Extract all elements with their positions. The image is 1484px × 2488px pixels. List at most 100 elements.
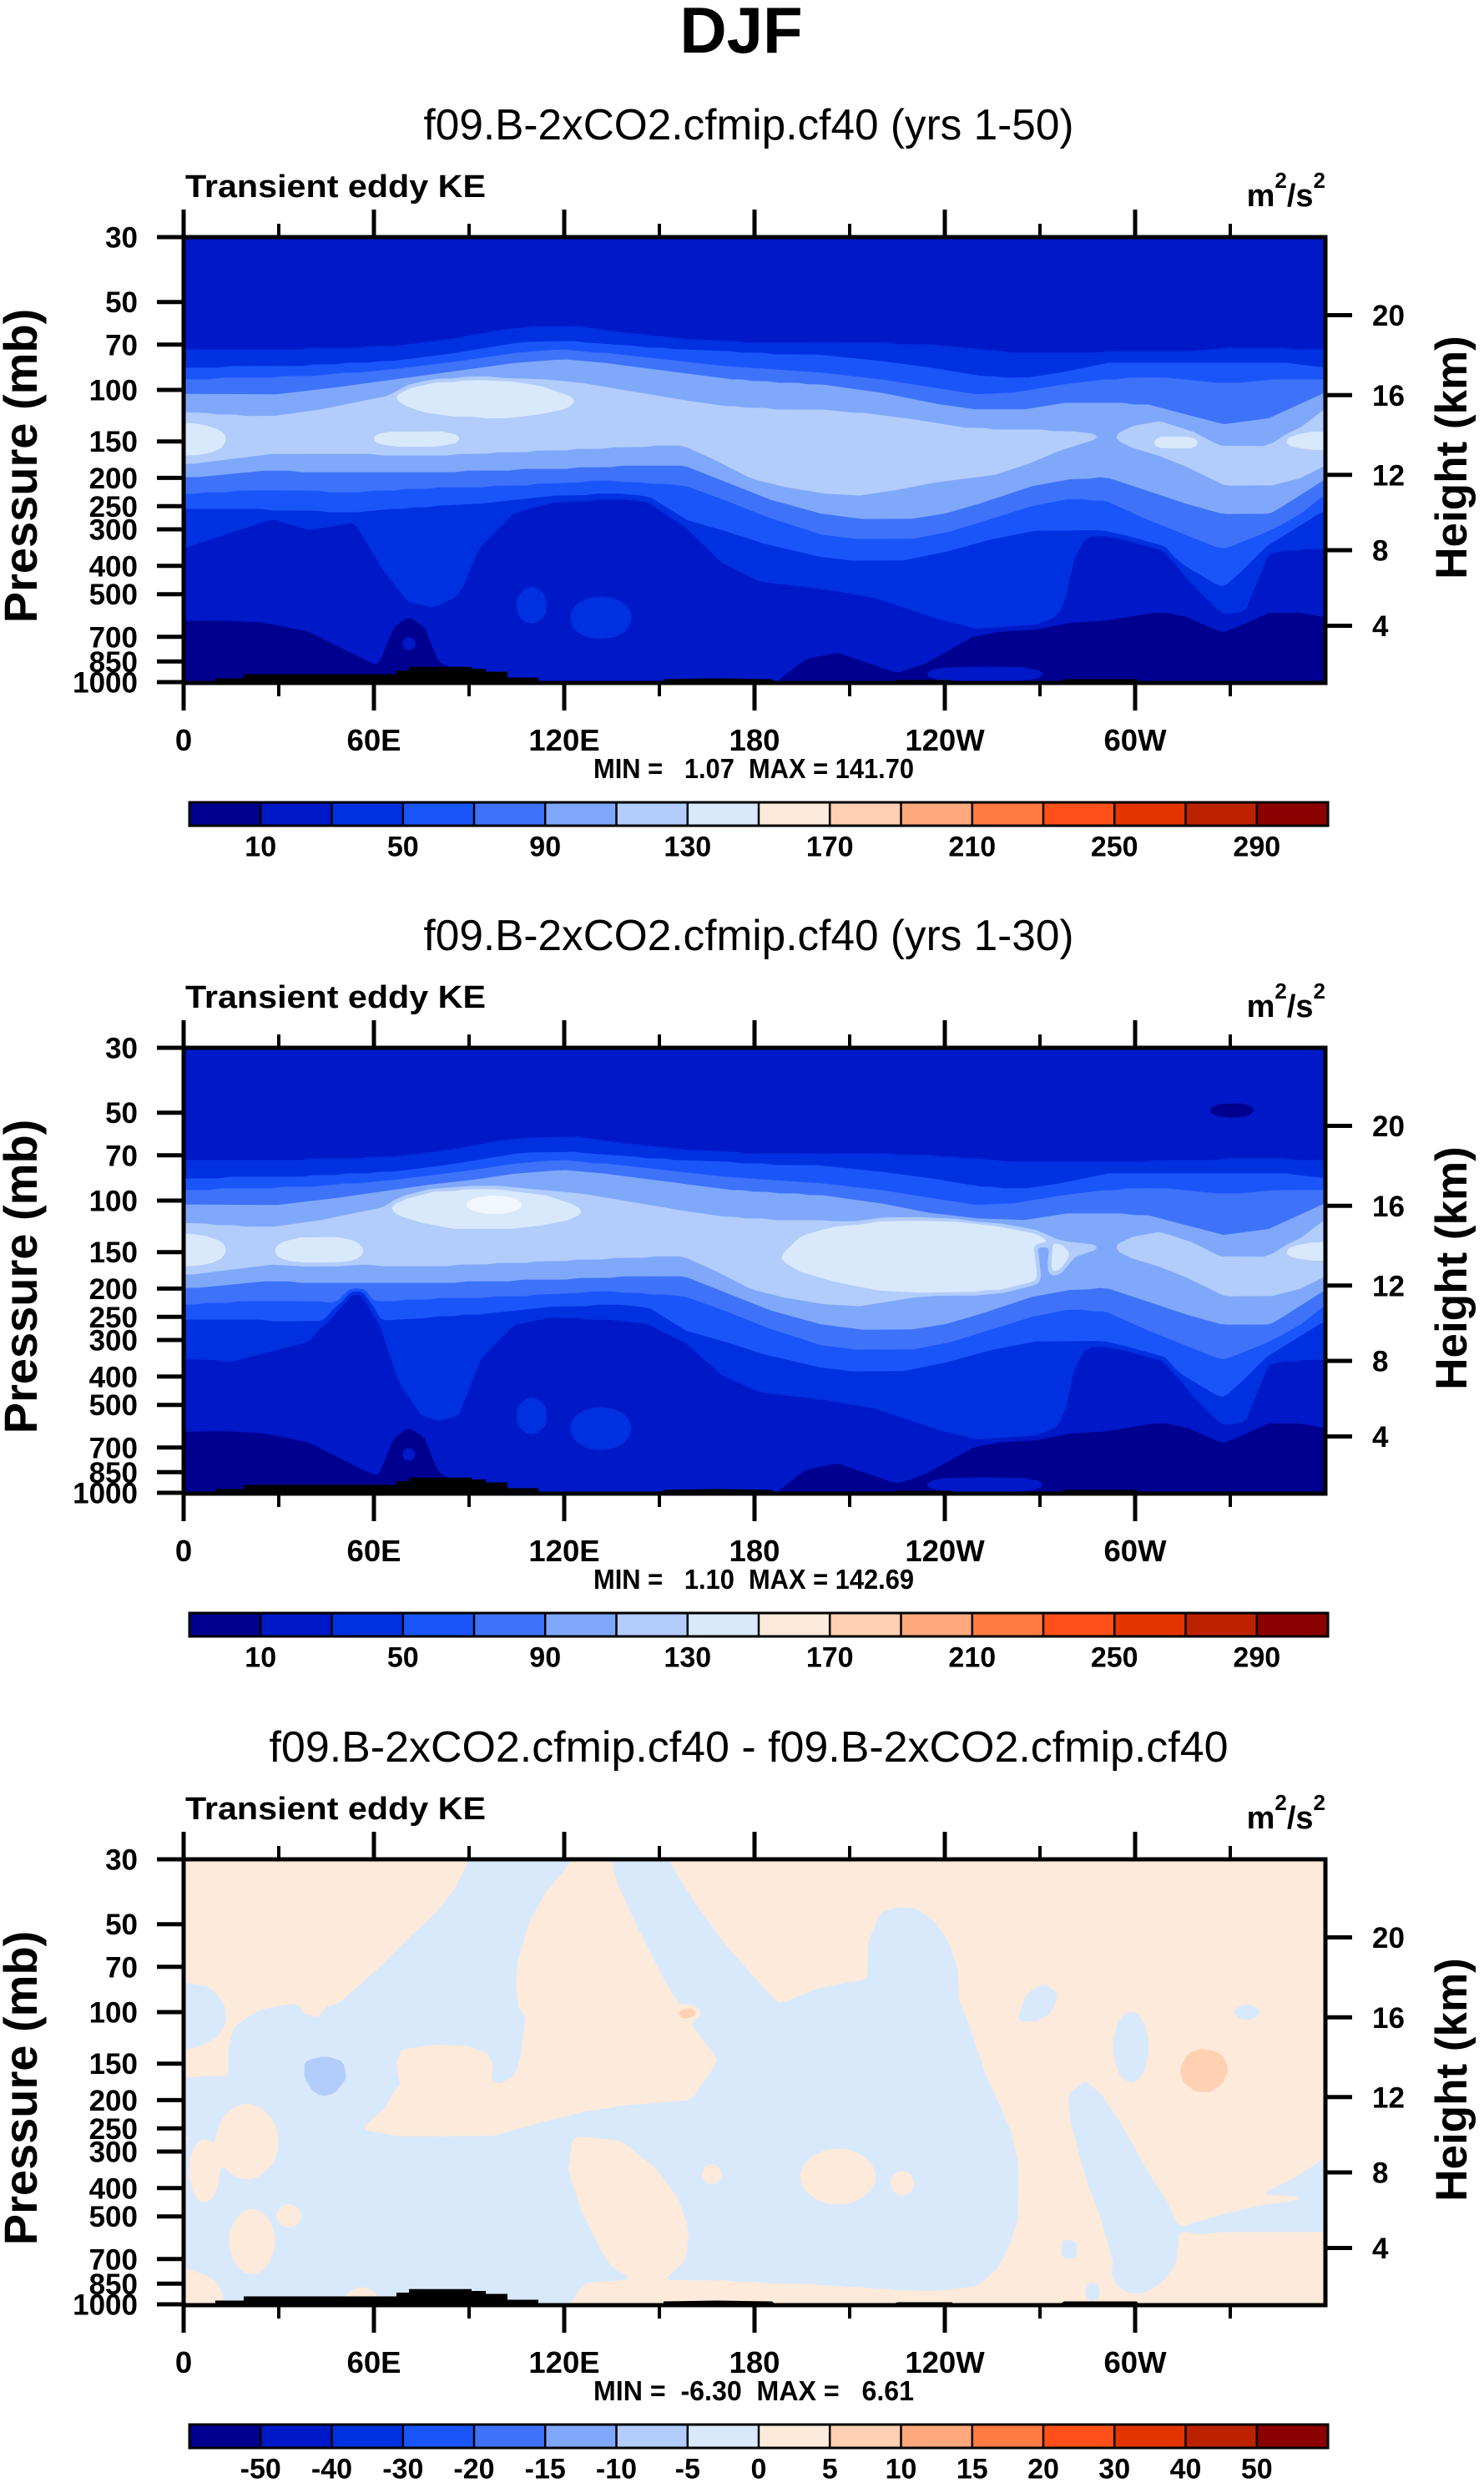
svg-text:130: 130: [664, 832, 711, 863]
svg-text:850: 850: [89, 2268, 138, 2301]
svg-text:8: 8: [1372, 535, 1388, 568]
svg-text:Pressure (mb): Pressure (mb): [0, 1120, 47, 1434]
svg-text:10: 10: [886, 2454, 917, 2485]
svg-text:Pressure (mb): Pressure (mb): [0, 1931, 47, 2246]
svg-text:0: 0: [175, 723, 192, 757]
svg-text:500: 500: [89, 579, 138, 611]
svg-text:500: 500: [89, 1389, 138, 1422]
svg-text:150: 150: [89, 2048, 138, 2081]
svg-text:250: 250: [1091, 1642, 1138, 1674]
svg-text:70: 70: [105, 1951, 138, 1984]
svg-text:850: 850: [89, 646, 138, 679]
svg-text:Transient eddy KE: Transient eddy KE: [185, 1792, 486, 1827]
svg-text:50: 50: [387, 832, 419, 863]
svg-text:90: 90: [529, 832, 561, 863]
svg-text:400: 400: [89, 550, 138, 583]
svg-text:10: 10: [245, 1642, 276, 1674]
svg-text:-20: -20: [453, 2454, 494, 2485]
svg-text:Transient eddy KE: Transient eddy KE: [185, 980, 486, 1015]
svg-text:Pressure (mb): Pressure (mb): [0, 309, 47, 624]
svg-text:700: 700: [89, 1432, 138, 1464]
svg-text:400: 400: [89, 1361, 138, 1393]
svg-text:16: 16: [1372, 1191, 1405, 1223]
svg-text:0: 0: [751, 2454, 767, 2485]
svg-text:60W: 60W: [1103, 2345, 1167, 2379]
svg-text:120E: 120E: [528, 723, 599, 757]
svg-text:4: 4: [1372, 1421, 1389, 1454]
svg-text:130: 130: [664, 1642, 711, 1674]
svg-text:700: 700: [89, 2243, 138, 2276]
svg-text:210: 210: [948, 1642, 996, 1674]
svg-text:8: 8: [1372, 1346, 1388, 1378]
svg-text:f09.B-2xCO2.cfmip.cf40 (yrs 1-: f09.B-2xCO2.cfmip.cf40 (yrs 1-50): [424, 101, 1074, 149]
svg-text:4: 4: [1372, 610, 1389, 643]
svg-text:10: 10: [245, 832, 276, 863]
svg-text:200: 200: [89, 1273, 138, 1306]
svg-text:180: 180: [729, 1534, 780, 1568]
svg-text:290: 290: [1233, 832, 1280, 863]
svg-text:700: 700: [89, 621, 138, 654]
svg-text:290: 290: [1233, 1642, 1280, 1674]
svg-text:15: 15: [957, 2454, 988, 2485]
svg-text:-40: -40: [311, 2454, 352, 2485]
svg-text:Height (km): Height (km): [1427, 1958, 1476, 2202]
svg-text:f09.B-2xCO2.cfmip.cf40 (yrs 1-: f09.B-2xCO2.cfmip.cf40 (yrs 1-30): [424, 912, 1074, 960]
svg-text:100: 100: [89, 375, 138, 407]
svg-text:8: 8: [1372, 2157, 1388, 2190]
svg-text:180: 180: [729, 723, 780, 757]
svg-text:-30: -30: [382, 2454, 423, 2485]
svg-text:1000: 1000: [73, 2289, 138, 2322]
svg-text:120E: 120E: [528, 1534, 599, 1568]
svg-text:60E: 60E: [347, 1534, 401, 1568]
svg-text:Transient eddy KE: Transient eddy KE: [185, 169, 486, 205]
svg-text:Height (km): Height (km): [1427, 336, 1476, 579]
svg-text:120W: 120W: [905, 1534, 985, 1568]
svg-text:12: 12: [1372, 1270, 1405, 1302]
svg-text:50: 50: [105, 1909, 138, 1941]
svg-text:DJF: DJF: [679, 0, 802, 67]
svg-text:150: 150: [89, 1236, 138, 1269]
svg-text:40: 40: [1170, 2454, 1202, 2485]
svg-text:170: 170: [806, 832, 854, 863]
svg-text:250: 250: [89, 491, 138, 523]
svg-text:70: 70: [105, 1140, 138, 1172]
svg-text:250: 250: [89, 2113, 138, 2146]
svg-text:300: 300: [89, 1325, 138, 1358]
svg-text:500: 500: [89, 2201, 138, 2233]
svg-text:400: 400: [89, 2172, 138, 2205]
svg-text:16: 16: [1372, 380, 1405, 412]
svg-text:30: 30: [1098, 2454, 1130, 2485]
svg-text:12: 12: [1372, 459, 1405, 492]
svg-text:20: 20: [1372, 300, 1405, 332]
svg-text:250: 250: [1091, 832, 1138, 863]
svg-text:200: 200: [89, 2085, 138, 2117]
svg-text:-5: -5: [675, 2454, 700, 2485]
svg-text:150: 150: [89, 426, 138, 458]
svg-text:180: 180: [729, 2345, 780, 2379]
svg-text:-15: -15: [525, 2454, 566, 2485]
svg-text:MIN = 1.10 MAX = 142.69: MIN = 1.10 MAX = 142.69: [593, 1564, 914, 1595]
svg-text:60E: 60E: [347, 723, 401, 757]
svg-text:100: 100: [89, 1997, 138, 2030]
svg-text:1000: 1000: [73, 1478, 138, 1510]
svg-text:f09.B-2xCO2.cfmip.cf40 - f09.B: f09.B-2xCO2.cfmip.cf40 - f09.B-2xCO2.cfm…: [270, 1723, 1229, 1772]
svg-text:0: 0: [175, 2345, 192, 2379]
svg-text:4: 4: [1372, 2233, 1389, 2265]
svg-text:12: 12: [1372, 2081, 1405, 2114]
svg-text:20: 20: [1372, 1922, 1405, 1954]
svg-text:30: 30: [105, 222, 138, 255]
svg-text:50: 50: [1241, 2454, 1273, 2485]
svg-text:210: 210: [948, 832, 996, 863]
svg-text:-50: -50: [240, 2454, 281, 2485]
svg-text:60W: 60W: [1103, 723, 1167, 757]
svg-text:20: 20: [1027, 2454, 1059, 2485]
svg-text:200: 200: [89, 463, 138, 495]
svg-text:60W: 60W: [1103, 1534, 1167, 1568]
svg-text:30: 30: [105, 1844, 138, 1877]
svg-text:0: 0: [175, 1534, 192, 1568]
svg-text:20: 20: [1372, 1110, 1405, 1143]
svg-text:120W: 120W: [905, 723, 985, 757]
svg-text:250: 250: [89, 1302, 138, 1334]
svg-text:300: 300: [89, 514, 138, 547]
svg-text:50: 50: [387, 1642, 419, 1674]
